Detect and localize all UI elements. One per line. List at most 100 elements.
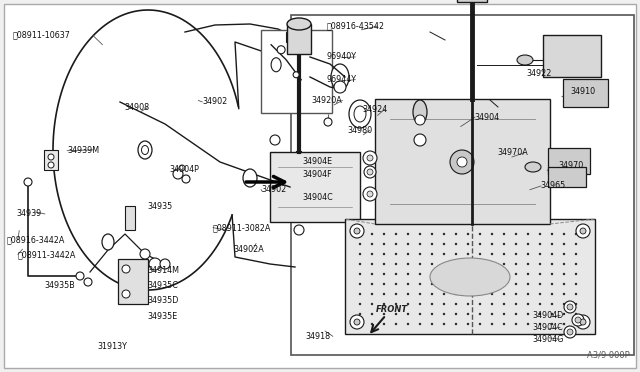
- Circle shape: [359, 303, 361, 305]
- Circle shape: [515, 283, 517, 285]
- Text: 34910: 34910: [571, 87, 596, 96]
- Circle shape: [575, 263, 577, 265]
- Circle shape: [419, 253, 421, 255]
- Text: Ⓧ08916-3442A: Ⓧ08916-3442A: [6, 235, 65, 244]
- Circle shape: [563, 313, 565, 315]
- Circle shape: [527, 233, 529, 235]
- Circle shape: [407, 323, 409, 325]
- Circle shape: [431, 283, 433, 285]
- Text: 34965: 34965: [541, 182, 566, 190]
- Circle shape: [576, 315, 590, 329]
- Circle shape: [443, 323, 445, 325]
- Circle shape: [407, 263, 409, 265]
- Circle shape: [419, 273, 421, 275]
- Circle shape: [443, 253, 445, 255]
- Circle shape: [575, 273, 577, 275]
- Circle shape: [122, 265, 130, 273]
- Bar: [118, 259, 148, 304]
- Circle shape: [479, 313, 481, 315]
- Circle shape: [48, 154, 54, 160]
- Circle shape: [371, 273, 373, 275]
- Circle shape: [443, 243, 445, 245]
- Circle shape: [443, 273, 445, 275]
- Bar: [548, 167, 586, 187]
- Circle shape: [539, 253, 541, 255]
- Circle shape: [407, 273, 409, 275]
- Circle shape: [563, 303, 565, 305]
- Bar: [543, 35, 601, 77]
- Circle shape: [455, 313, 457, 315]
- Circle shape: [419, 313, 421, 315]
- Circle shape: [383, 243, 385, 245]
- Circle shape: [515, 303, 517, 305]
- Circle shape: [359, 273, 361, 275]
- Circle shape: [455, 263, 457, 265]
- Circle shape: [443, 303, 445, 305]
- Text: 34935D: 34935D: [147, 296, 179, 305]
- Text: 34904C: 34904C: [303, 193, 333, 202]
- Circle shape: [431, 253, 433, 255]
- Bar: [125, 206, 135, 230]
- Circle shape: [563, 273, 565, 275]
- Bar: [548, 148, 590, 174]
- Text: 34980: 34980: [348, 126, 372, 135]
- Text: 34902: 34902: [261, 185, 286, 194]
- Text: 96940Y: 96940Y: [326, 52, 356, 61]
- Circle shape: [182, 175, 190, 183]
- Circle shape: [350, 315, 364, 329]
- Circle shape: [395, 293, 397, 295]
- Circle shape: [564, 326, 576, 338]
- Circle shape: [572, 314, 584, 326]
- Text: 34904C: 34904C: [532, 323, 563, 332]
- Circle shape: [503, 253, 505, 255]
- Ellipse shape: [271, 58, 281, 72]
- Circle shape: [527, 293, 529, 295]
- Circle shape: [515, 253, 517, 255]
- Circle shape: [359, 283, 361, 285]
- Circle shape: [383, 263, 385, 265]
- Circle shape: [359, 313, 361, 315]
- Circle shape: [527, 303, 529, 305]
- Text: 34904F: 34904F: [303, 170, 332, 179]
- Circle shape: [527, 263, 529, 265]
- Circle shape: [503, 313, 505, 315]
- Circle shape: [443, 293, 445, 295]
- Circle shape: [395, 313, 397, 315]
- Circle shape: [539, 233, 541, 235]
- Circle shape: [491, 293, 493, 295]
- Circle shape: [527, 323, 529, 325]
- Circle shape: [443, 283, 445, 285]
- Circle shape: [515, 313, 517, 315]
- Circle shape: [455, 233, 457, 235]
- Circle shape: [539, 263, 541, 265]
- Circle shape: [515, 323, 517, 325]
- Circle shape: [457, 157, 467, 167]
- Circle shape: [576, 224, 590, 238]
- Text: 34904E: 34904E: [303, 157, 333, 166]
- Circle shape: [539, 273, 541, 275]
- Circle shape: [407, 313, 409, 315]
- Circle shape: [563, 253, 565, 255]
- Text: 34918: 34918: [306, 332, 331, 341]
- Circle shape: [277, 46, 285, 54]
- Text: 34908: 34908: [125, 103, 150, 112]
- Bar: [261, 30, 332, 113]
- Circle shape: [551, 233, 553, 235]
- Circle shape: [467, 303, 469, 305]
- Ellipse shape: [102, 234, 114, 250]
- Circle shape: [455, 253, 457, 255]
- Circle shape: [467, 273, 469, 275]
- Ellipse shape: [525, 162, 541, 172]
- Circle shape: [575, 313, 577, 315]
- Circle shape: [539, 243, 541, 245]
- Circle shape: [551, 273, 553, 275]
- Circle shape: [527, 273, 529, 275]
- Circle shape: [371, 263, 373, 265]
- Ellipse shape: [287, 18, 311, 30]
- Circle shape: [479, 233, 481, 235]
- Circle shape: [455, 243, 457, 245]
- Circle shape: [491, 233, 493, 235]
- Circle shape: [173, 169, 183, 179]
- Circle shape: [479, 273, 481, 275]
- Circle shape: [407, 233, 409, 235]
